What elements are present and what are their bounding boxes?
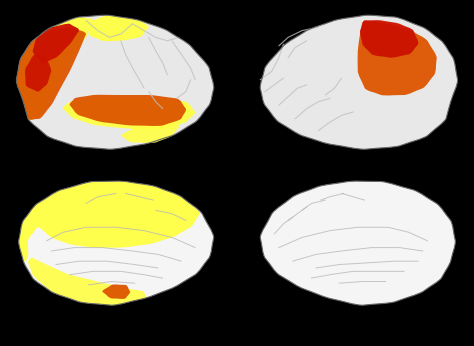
PathPatch shape — [360, 20, 418, 58]
PathPatch shape — [16, 27, 86, 120]
PathPatch shape — [121, 122, 179, 143]
PathPatch shape — [70, 95, 186, 126]
PathPatch shape — [28, 258, 146, 305]
PathPatch shape — [18, 181, 200, 262]
PathPatch shape — [16, 17, 93, 120]
PathPatch shape — [260, 181, 456, 305]
PathPatch shape — [18, 181, 214, 305]
PathPatch shape — [102, 284, 130, 299]
PathPatch shape — [357, 20, 437, 95]
PathPatch shape — [63, 98, 195, 129]
PathPatch shape — [16, 15, 214, 149]
PathPatch shape — [33, 24, 79, 63]
PathPatch shape — [88, 15, 149, 41]
PathPatch shape — [260, 15, 457, 149]
PathPatch shape — [25, 54, 51, 92]
